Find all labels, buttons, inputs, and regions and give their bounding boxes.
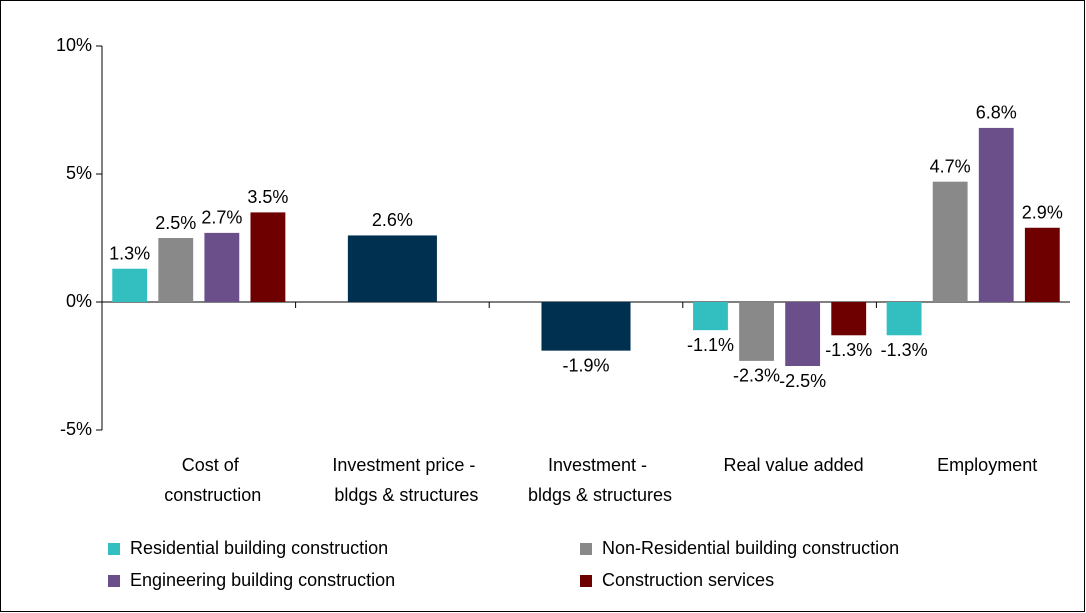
data-label: 3.5%	[247, 187, 288, 207]
x-tick-label: Real value added	[724, 455, 864, 475]
legend-label: Engineering building construction	[130, 570, 395, 590]
label-line: bldgs & structures	[334, 485, 478, 505]
data-label: 2.7%	[201, 208, 242, 228]
data-label: 2.9%	[1022, 203, 1063, 223]
bar	[158, 238, 194, 302]
bar	[886, 302, 922, 336]
label-line: Investment price -	[332, 455, 480, 475]
x-tick-label: Investment - bldgs & structures	[528, 455, 672, 505]
bar	[932, 181, 968, 302]
label-line: bldgs & structures	[528, 485, 672, 505]
label-line: Cost of	[182, 455, 244, 475]
legend-swatch	[108, 543, 120, 555]
x-tick-label: Cost of construction	[164, 455, 261, 505]
bar	[785, 302, 821, 366]
bar	[250, 212, 286, 302]
bar	[347, 235, 437, 302]
bar	[693, 302, 728, 331]
data-label: 6.8%	[976, 103, 1017, 123]
legend-label: Residential building construction	[130, 538, 388, 558]
data-label: 2.6%	[372, 210, 413, 230]
legend-swatch	[580, 575, 592, 587]
label-line: construction	[164, 485, 261, 505]
bar	[541, 302, 631, 351]
data-label: -2.3%	[733, 366, 780, 386]
data-label: 1.3%	[109, 243, 150, 263]
legend-label: Construction services	[602, 570, 774, 590]
data-label: -1.9%	[562, 355, 609, 375]
y-tick-label: 5%	[66, 163, 92, 183]
x-tick-label: Investment price - bldgs & structures	[332, 455, 480, 505]
bar	[112, 268, 148, 302]
bar	[831, 302, 867, 336]
x-tick-label: Employment	[937, 455, 1037, 475]
data-label: -2.5%	[779, 371, 826, 391]
data-label: -1.3%	[881, 340, 928, 360]
data-label: -1.1%	[687, 335, 734, 355]
legend-swatch	[108, 575, 120, 587]
data-label: 2.5%	[155, 213, 196, 233]
y-tick-label: -5%	[60, 419, 92, 439]
bar	[978, 127, 1014, 302]
label-line: Investment -	[548, 455, 652, 475]
y-tick-label: 0%	[66, 291, 92, 311]
bar	[1024, 227, 1060, 302]
legend-swatch	[580, 543, 592, 555]
bar	[739, 302, 774, 361]
y-tick-label: 10%	[56, 35, 92, 55]
legend-label: Non-Residential building construction	[602, 538, 899, 558]
bar	[204, 232, 240, 302]
data-label: -1.3%	[825, 340, 872, 360]
data-label: 4.7%	[930, 156, 971, 176]
